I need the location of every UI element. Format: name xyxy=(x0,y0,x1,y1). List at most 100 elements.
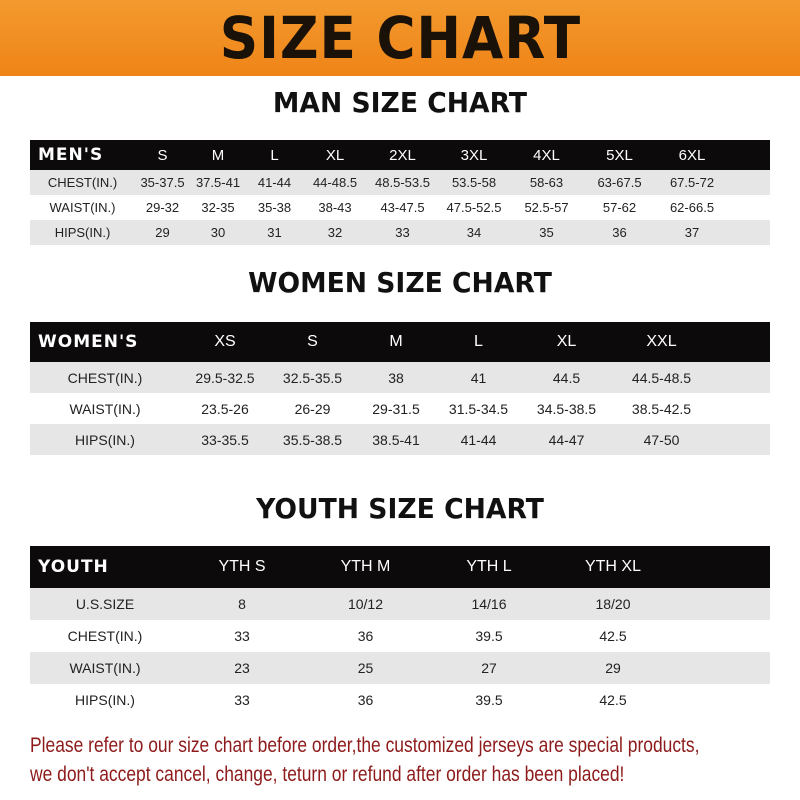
table-cell: 42.5 xyxy=(599,628,627,644)
table-header-row: WOMEN'S XS S M L XL XXL xyxy=(30,322,770,362)
table-cell: 36 xyxy=(357,628,374,644)
table-cell: 52.5-57 xyxy=(524,200,569,215)
table-row: WAIST(IN.) 23.5-26 26-29 29-31.5 31.5-34.5 34… xyxy=(30,393,770,424)
youth-size-table: YOUTH YTH S YTH M YTH L YTH XL U.S.SIZE 8 10/12… xyxy=(30,546,770,716)
men-section-title: MAN SIZE CHART xyxy=(272,86,528,119)
size-column-header: S xyxy=(307,333,318,350)
table-cell: 62-66.5 xyxy=(669,200,715,215)
row-label: CHEST(IN.) xyxy=(67,369,143,386)
table-row: U.S.SIZE 8 10/12 14/16 18/20 xyxy=(30,588,770,620)
table-cell: 53.5-58 xyxy=(451,175,497,190)
table-cell: 44.5-48.5 xyxy=(631,369,692,386)
row-label: U.S.SIZE xyxy=(75,596,135,612)
size-column-header: M xyxy=(389,333,403,350)
table-header-row: YOUTH YTH S YTH M YTH L YTH XL xyxy=(30,546,770,588)
table-cell: 41-44 xyxy=(460,431,497,448)
table-cell: 37.5-41 xyxy=(195,175,241,190)
table-category-label: WOMEN'S xyxy=(38,332,139,352)
table-row: HIPS(IN.) 33 36 39.5 42.5 xyxy=(30,684,770,716)
row-label: CHEST(IN.) xyxy=(67,628,143,644)
row-label: HIPS(IN.) xyxy=(75,692,135,708)
size-column-header: L xyxy=(270,146,279,164)
row-label: WAIST(IN.) xyxy=(49,200,116,215)
table-cell: 23.5-26 xyxy=(201,400,249,417)
size-column-header: 6XL xyxy=(678,146,706,164)
table-cell: 32.5-35.5 xyxy=(282,369,343,386)
row-label: HIPS(IN.) xyxy=(54,225,111,240)
table-cell: 34 xyxy=(466,225,482,240)
table-cell: 42.5 xyxy=(599,692,627,708)
table-cell: 25 xyxy=(357,660,374,676)
row-label: WAIST(IN.) xyxy=(69,660,141,676)
size-column-header: YTH XL xyxy=(584,558,641,575)
table-category-label: YOUTH xyxy=(38,557,109,577)
size-column-header: 2XL xyxy=(389,146,416,164)
table-cell: 35.5-38.5 xyxy=(282,431,343,448)
size-column-header: XL xyxy=(325,146,345,164)
policy-note-line-1: Please refer to our size chart before or… xyxy=(30,734,700,757)
size-column-header: L xyxy=(474,333,483,350)
table-cell: 67.5-72 xyxy=(669,175,715,190)
table-cell: 44-47 xyxy=(548,431,585,448)
table-cell: 36 xyxy=(612,225,627,240)
table-row: WAIST(IN.) 23 25 27 29 xyxy=(30,652,770,684)
table-cell: 29.5-32.5 xyxy=(195,369,255,386)
table-cell: 33 xyxy=(234,692,250,708)
table-cell: 35 xyxy=(539,225,554,240)
table-cell: 23 xyxy=(234,660,250,676)
table-cell: 38-43 xyxy=(318,200,352,215)
table-cell: 30 xyxy=(210,225,226,240)
youth-section-title: YOUTH SIZE CHART xyxy=(256,492,544,525)
table-row: HIPS(IN.) 33-35.5 35.5-38.5 38.5-41 41-44 44-… xyxy=(30,424,770,455)
size-column-header: YTH L xyxy=(466,558,512,575)
table-cell: 26-29 xyxy=(294,400,331,417)
table-cell: 38 xyxy=(388,369,404,386)
table-cell: 63-67.5 xyxy=(597,175,642,190)
table-cell: 36 xyxy=(357,692,374,708)
table-row: CHEST(IN.) 33 36 39.5 42.5 xyxy=(30,620,770,652)
table-cell: 37 xyxy=(684,225,700,240)
table-row: WAIST(IN.) 29-32 32-35 35-38 38-43 43-47.5 47.… xyxy=(30,195,770,220)
title-banner: SIZE CHART xyxy=(0,0,800,76)
size-column-header: XS xyxy=(214,333,236,350)
table-cell: 38.5-42.5 xyxy=(631,400,692,417)
table-cell: 41-44 xyxy=(257,175,292,190)
table-cell: 33-35.5 xyxy=(201,431,249,448)
size-column-header: XXL xyxy=(646,333,677,350)
table-cell: 29-31.5 xyxy=(372,400,420,417)
size-column-header: YTH M xyxy=(340,558,391,575)
table-cell: 33 xyxy=(234,628,250,644)
size-column-header: 3XL xyxy=(460,146,488,164)
table-cell: 14/16 xyxy=(471,596,507,612)
table-cell: 47.5-52.5 xyxy=(446,200,502,215)
table-cell: 8 xyxy=(238,596,246,612)
table-cell: 29-32 xyxy=(145,200,180,215)
table-cell: 29 xyxy=(605,660,621,676)
women-section-title: WOMEN SIZE CHART xyxy=(248,266,552,299)
table-cell: 32-35 xyxy=(201,200,235,215)
size-column-header: YTH S xyxy=(218,558,266,575)
table-cell: 31.5-34.5 xyxy=(448,400,509,417)
table-row: CHEST(IN.) 35-37.5 37.5-41 41-44 44-48.5 48.5… xyxy=(30,170,770,195)
table-header-row: MEN'S S M L XL 2XL 3XL 4XL 5XL 6XL xyxy=(30,140,770,170)
table-cell: 48.5-53.5 xyxy=(375,175,430,190)
table-cell: 33 xyxy=(395,225,410,240)
table-cell: 10/12 xyxy=(347,596,384,612)
size-column-header: XL xyxy=(556,333,577,350)
table-cell: 18/20 xyxy=(595,596,631,612)
size-column-header: 4XL xyxy=(533,146,560,164)
table-cell: 57-62 xyxy=(602,200,637,215)
table-cell: 29 xyxy=(155,225,170,240)
table-cell: 44.5 xyxy=(552,369,581,386)
table-cell: 34.5-38.5 xyxy=(536,400,597,417)
table-cell: 38.5-41 xyxy=(372,431,420,448)
table-row: CHEST(IN.) 29.5-32.5 32.5-35.5 38 41 44.5 44.5… xyxy=(30,362,770,393)
women-size-table: WOMEN'S XS S M L XL XXL CHEST(IN.) 29.5-32.5 32.5… xyxy=(30,322,770,455)
page-title: SIZE CHART xyxy=(219,4,581,72)
table-cell: 39.5 xyxy=(475,628,503,644)
row-label: HIPS(IN.) xyxy=(75,431,135,448)
row-label: WAIST(IN.) xyxy=(69,400,141,417)
row-label: CHEST(IN.) xyxy=(47,175,118,190)
table-cell: 35-38 xyxy=(257,200,292,215)
table-cell: 44-48.5 xyxy=(312,175,358,190)
